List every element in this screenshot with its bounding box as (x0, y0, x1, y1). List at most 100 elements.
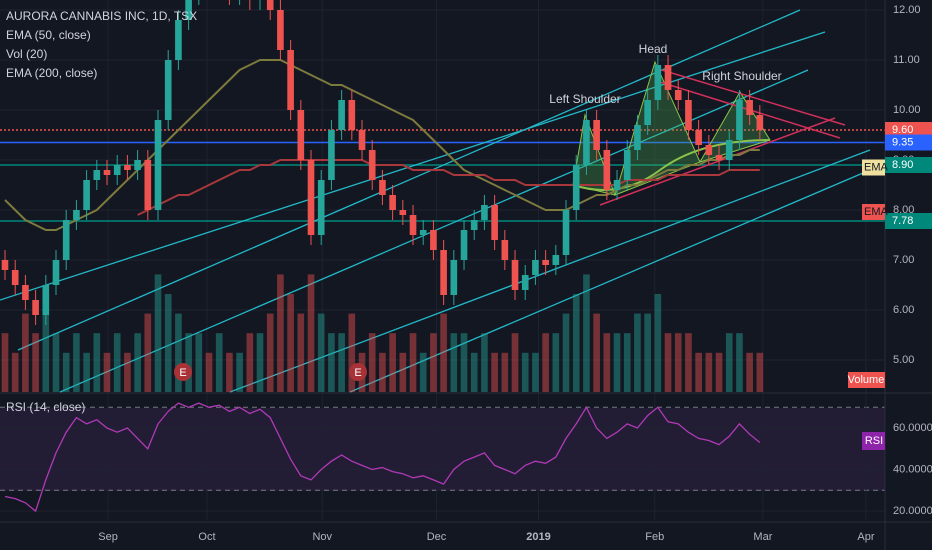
volume-bar (175, 313, 182, 392)
rsi-tick-label: 60.0000 (893, 422, 932, 434)
candle-body (73, 210, 80, 220)
candle-body (368, 150, 376, 180)
volume-bar (623, 333, 631, 392)
volume-bar (481, 333, 488, 392)
volume-bar (685, 333, 692, 392)
rsi-tick-label: 40.0000 (893, 463, 932, 475)
volume-bar (572, 294, 580, 392)
candle-body (338, 100, 345, 130)
volume-bar (338, 333, 345, 392)
candle-body (32, 300, 39, 315)
candle-body (389, 195, 396, 210)
volume-bar (368, 333, 376, 392)
level-tag-label: 9.60 (892, 124, 913, 136)
candle-body (521, 275, 529, 290)
candle-body (307, 160, 315, 235)
candle-body (603, 150, 611, 190)
candle-body (134, 160, 141, 170)
volume-bar (297, 313, 305, 392)
candle-body (746, 100, 753, 115)
candle-body (756, 115, 764, 130)
candle-body (83, 180, 90, 210)
volume-bar (491, 352, 498, 392)
earnings-marker[interactable] (349, 363, 367, 381)
volume-bar (83, 352, 90, 392)
candle-body (317, 180, 325, 235)
candle-body (52, 260, 60, 285)
candle-body (613, 180, 621, 190)
candle-body (685, 100, 692, 130)
y-tick-label: 12.00 (893, 4, 921, 16)
candle-body (379, 180, 386, 195)
candle-body (348, 100, 356, 130)
volume-bar (460, 333, 468, 392)
level-tag (885, 157, 932, 173)
level-tag (885, 213, 932, 229)
ema-tag-label: EMA (864, 161, 889, 173)
candle-body (654, 65, 662, 100)
volume-bar (634, 313, 641, 392)
candle-body (358, 130, 366, 150)
candle-body (481, 205, 488, 220)
y-tick-label: 11.00 (893, 54, 920, 66)
volume-bar (654, 294, 662, 392)
volume-bar (154, 274, 162, 392)
volume-bar (644, 313, 651, 392)
volume-tag-label: Volume (848, 374, 885, 386)
volume-bar (409, 333, 417, 392)
candle-body (185, 0, 192, 20)
candle-body (419, 230, 427, 235)
rsi-line (4, 402, 761, 513)
volume-bar (664, 333, 672, 392)
earnings-marker[interactable] (174, 363, 192, 381)
rsi-tick-label: 20.0000 (893, 505, 932, 517)
indicator-label: Vol (20) (6, 47, 47, 61)
volume-bar (379, 352, 386, 392)
level-tag-label: 9.35 (892, 136, 913, 148)
candle-body (277, 10, 284, 50)
volume-bar (246, 333, 254, 392)
volume-bar (552, 333, 560, 392)
candle-body (164, 60, 172, 120)
x-tick-label: Dec (427, 531, 447, 543)
ema50-line (4, 59, 760, 231)
volume-bar (746, 352, 753, 392)
x-tick-label: Nov (312, 531, 332, 543)
candle-body (103, 170, 111, 175)
volume-bar (430, 333, 437, 392)
rsi-band (0, 408, 885, 491)
volume-bar (542, 333, 549, 392)
x-tick-label: Sep (98, 531, 118, 543)
candle-body (22, 285, 29, 300)
volume-bar (22, 313, 29, 392)
annotation: Left Shoulder (549, 92, 620, 106)
y-tick-label: 6.00 (893, 304, 914, 316)
volume-bar (42, 294, 50, 392)
candle-body (552, 255, 560, 265)
candle-body (470, 220, 478, 230)
volume-bar (185, 333, 192, 392)
candle-body (266, 0, 274, 10)
volume-bar (348, 313, 356, 392)
volume-bar (266, 313, 274, 392)
volume-bar (52, 333, 60, 392)
volume-bar (256, 333, 264, 392)
ema200-line (137, 159, 760, 216)
candle-body (501, 240, 509, 260)
candle-body (328, 130, 335, 180)
volume-bar (450, 333, 458, 392)
volume-bar (603, 333, 611, 392)
x-tick-label: Apr (857, 531, 874, 543)
y-tick-label: 8.00 (893, 204, 914, 216)
volume-bar (705, 352, 713, 392)
indicator-label: EMA (50, close) (6, 28, 91, 42)
level-tag (885, 122, 932, 138)
volume-tag (848, 372, 885, 388)
candle-body (297, 110, 305, 160)
volume-bar (124, 352, 131, 392)
candle-body (144, 160, 152, 210)
volume-bar (389, 333, 396, 392)
earnings-label: E (354, 367, 361, 379)
volume-bar (93, 333, 101, 392)
candle-body (450, 260, 458, 295)
